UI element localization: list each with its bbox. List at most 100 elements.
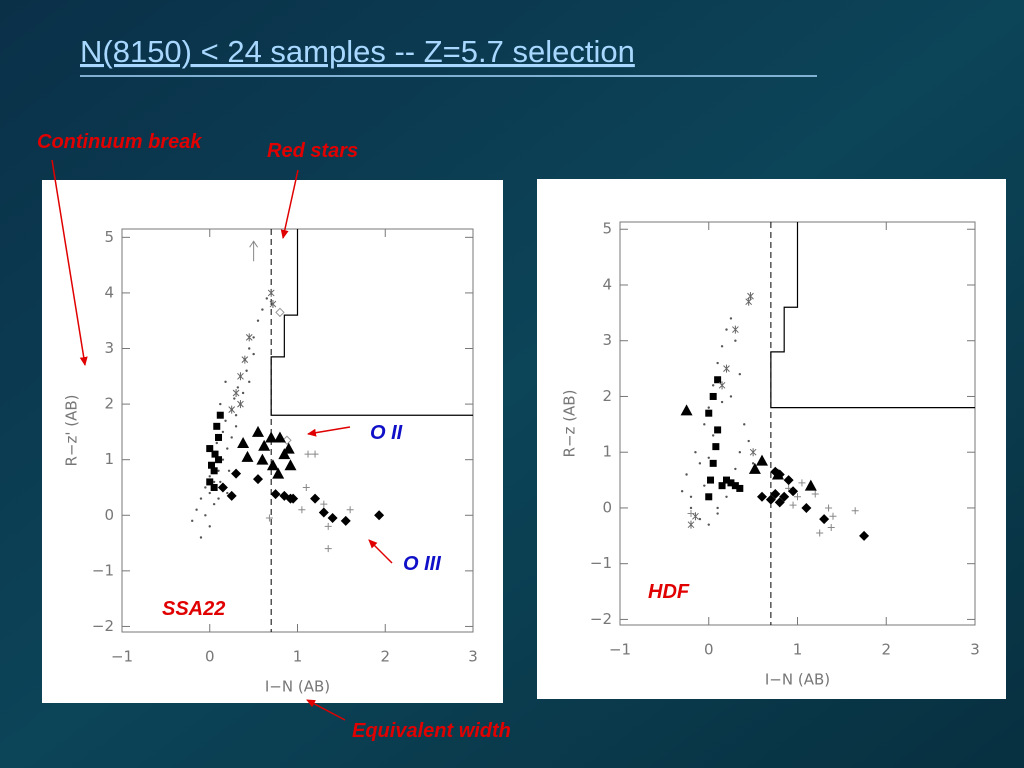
point <box>215 441 218 445</box>
point <box>253 474 264 485</box>
y-tick-label: 1 <box>602 443 612 461</box>
point <box>789 501 797 509</box>
point <box>191 519 194 523</box>
point <box>774 469 785 480</box>
y-tick-label: 4 <box>104 283 114 301</box>
point <box>851 507 859 515</box>
point <box>265 514 273 522</box>
point <box>248 380 251 384</box>
point <box>230 436 233 439</box>
point <box>233 397 236 400</box>
point <box>694 451 697 454</box>
point <box>217 482 228 493</box>
point <box>707 523 710 526</box>
point <box>734 339 737 342</box>
point <box>689 506 693 510</box>
point <box>714 376 722 384</box>
point <box>680 404 693 416</box>
point <box>685 473 688 476</box>
point <box>743 423 746 426</box>
point <box>346 506 354 514</box>
point <box>252 425 265 437</box>
point <box>310 493 321 504</box>
point <box>816 529 824 537</box>
point <box>689 495 693 498</box>
point <box>234 414 238 417</box>
annotation-arrows <box>51 159 393 721</box>
x-tick-label: 0 <box>205 648 215 666</box>
point <box>204 486 207 489</box>
point <box>687 510 695 518</box>
point <box>794 493 801 501</box>
point <box>711 384 715 387</box>
point <box>736 484 744 492</box>
arrow <box>51 159 88 366</box>
x-tick-label: 3 <box>468 648 478 666</box>
plot-label: SSA22 <box>162 598 225 620</box>
point <box>221 458 225 461</box>
point <box>711 434 715 437</box>
point <box>732 325 739 334</box>
point <box>208 491 211 495</box>
point <box>680 490 684 493</box>
point <box>747 439 750 443</box>
point <box>825 504 833 512</box>
point <box>211 450 219 458</box>
point <box>723 364 730 373</box>
point <box>827 523 835 531</box>
point <box>224 419 227 422</box>
annotation: Red stars <box>267 140 358 162</box>
point <box>282 435 292 445</box>
annotation: Equivalent width <box>352 720 511 742</box>
point <box>206 478 214 486</box>
point <box>275 307 285 318</box>
point <box>256 319 260 322</box>
point <box>215 456 223 464</box>
point <box>707 476 715 484</box>
point <box>727 479 735 487</box>
point <box>204 514 207 517</box>
point <box>705 493 713 501</box>
point <box>270 489 281 500</box>
point <box>748 462 761 474</box>
point <box>738 372 742 376</box>
point <box>266 459 279 471</box>
point <box>707 406 710 409</box>
annotation: O III <box>403 553 441 575</box>
point <box>716 512 719 515</box>
y-tick-label: 0 <box>104 506 114 524</box>
point <box>252 336 255 339</box>
chart-panel <box>537 179 1006 699</box>
point <box>210 483 218 491</box>
point <box>687 520 695 529</box>
point <box>282 442 295 454</box>
point <box>241 391 245 395</box>
y-axis-label: R−z' (AB) <box>63 394 81 466</box>
point <box>712 443 720 451</box>
point <box>256 453 269 465</box>
point <box>219 402 222 406</box>
point <box>811 490 819 498</box>
point <box>210 467 218 475</box>
point <box>206 445 214 453</box>
point <box>269 300 277 309</box>
point <box>252 352 255 356</box>
point <box>318 507 329 518</box>
point <box>311 450 319 458</box>
arrow <box>307 426 351 437</box>
x-tick-label: −1 <box>609 641 631 659</box>
x-tick-label: 2 <box>380 648 390 666</box>
point <box>718 381 726 390</box>
point <box>215 433 223 441</box>
point <box>801 502 812 513</box>
y-tick-label: 5 <box>104 228 114 246</box>
point <box>208 525 211 528</box>
point <box>738 451 742 454</box>
point <box>374 510 385 521</box>
point <box>709 459 717 467</box>
point <box>774 497 785 508</box>
point <box>705 409 713 417</box>
selection-boundary <box>270 229 473 416</box>
y-tick-label: −2 <box>590 610 612 628</box>
point <box>751 462 755 465</box>
